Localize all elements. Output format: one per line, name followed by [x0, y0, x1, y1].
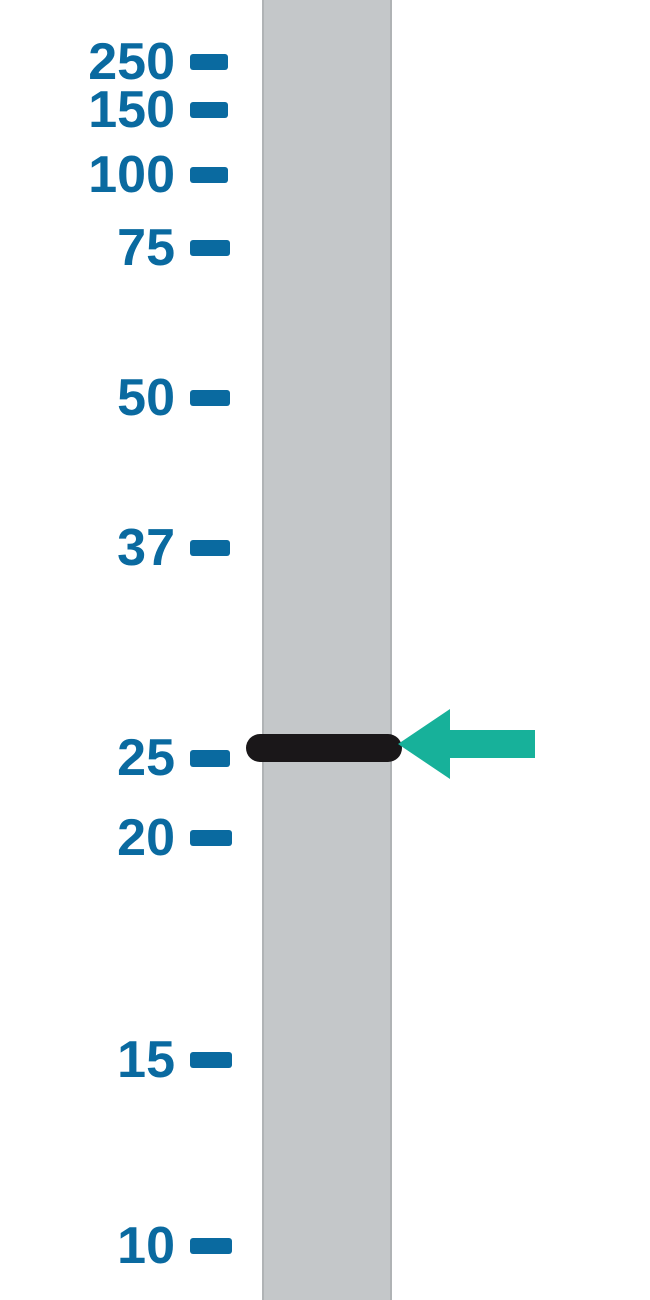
protein-band	[246, 734, 402, 762]
marker-label: 75	[0, 218, 175, 278]
arrow-left-icon	[398, 709, 535, 779]
marker-tick	[190, 390, 230, 406]
blot-lane	[262, 0, 392, 1300]
marker-label: 10	[0, 1216, 175, 1276]
marker-label: 37	[0, 518, 175, 578]
western-blot-figure: 25015010075503725201510	[0, 0, 650, 1300]
marker-tick	[190, 102, 228, 118]
marker-tick	[190, 1238, 232, 1254]
marker-tick	[190, 830, 232, 846]
marker-label: 15	[0, 1030, 175, 1090]
marker-label: 100	[0, 145, 175, 205]
marker-tick	[190, 750, 230, 767]
marker-label: 50	[0, 368, 175, 428]
marker-label: 20	[0, 808, 175, 868]
marker-tick	[190, 167, 228, 183]
marker-tick	[190, 540, 230, 556]
marker-tick	[190, 1052, 232, 1068]
marker-label: 150	[0, 80, 175, 140]
marker-tick	[190, 54, 228, 70]
band-indicator-arrow	[398, 709, 535, 779]
marker-label: 25	[0, 728, 175, 788]
marker-tick	[190, 240, 230, 256]
